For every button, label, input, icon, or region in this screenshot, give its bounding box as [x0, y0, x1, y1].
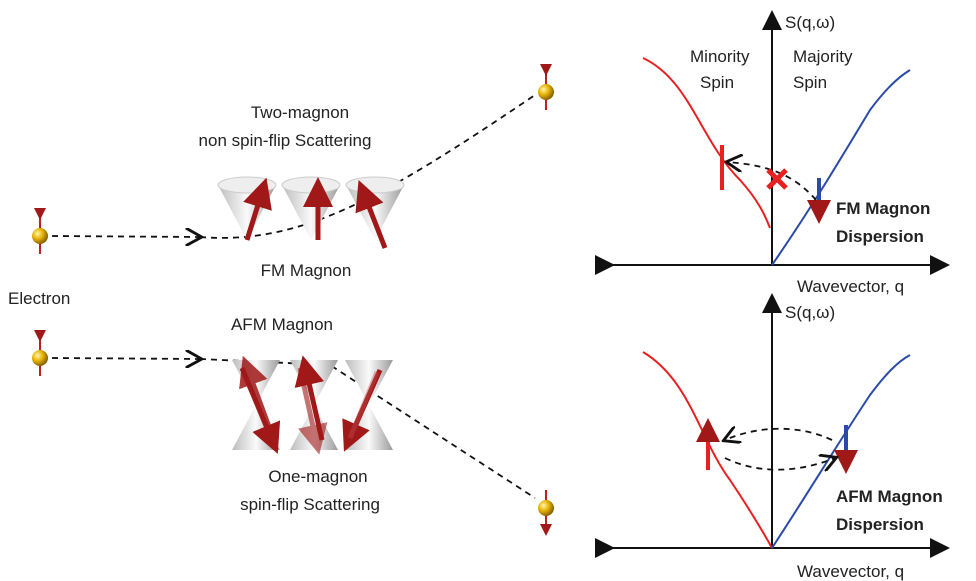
caption: AFM Magnon: [836, 487, 943, 506]
label: Spin: [793, 73, 827, 92]
label: Minority: [690, 47, 750, 66]
path-arrow: [52, 236, 200, 237]
label: Two-magnon: [251, 103, 349, 122]
path-arrow: [52, 358, 200, 359]
axis-label: S(q,ω): [785, 303, 835, 322]
label: FM Magnon: [261, 261, 352, 280]
label: spin-flip Scattering: [240, 495, 380, 514]
label: non spin-flip Scattering: [199, 131, 372, 150]
fm-cones: [218, 177, 404, 248]
label: Electron: [8, 289, 70, 308]
transition: [725, 458, 835, 470]
transition: [725, 429, 832, 440]
caption: Dispersion: [836, 227, 924, 246]
axis-label: Wavevector, q: [797, 562, 904, 581]
label: Spin: [700, 73, 734, 92]
axis-label: Wavevector, q: [797, 277, 904, 296]
diagram: Two-magnon non spin-flip Scattering FM M…: [0, 0, 976, 581]
label: AFM Magnon: [231, 315, 333, 334]
caption: Dispersion: [836, 515, 924, 534]
label: Majority: [793, 47, 853, 66]
axis-label: S(q,ω): [785, 13, 835, 32]
label: One-magnon: [268, 467, 367, 486]
caption: FM Magnon: [836, 199, 930, 218]
afm-cones: [232, 360, 393, 450]
